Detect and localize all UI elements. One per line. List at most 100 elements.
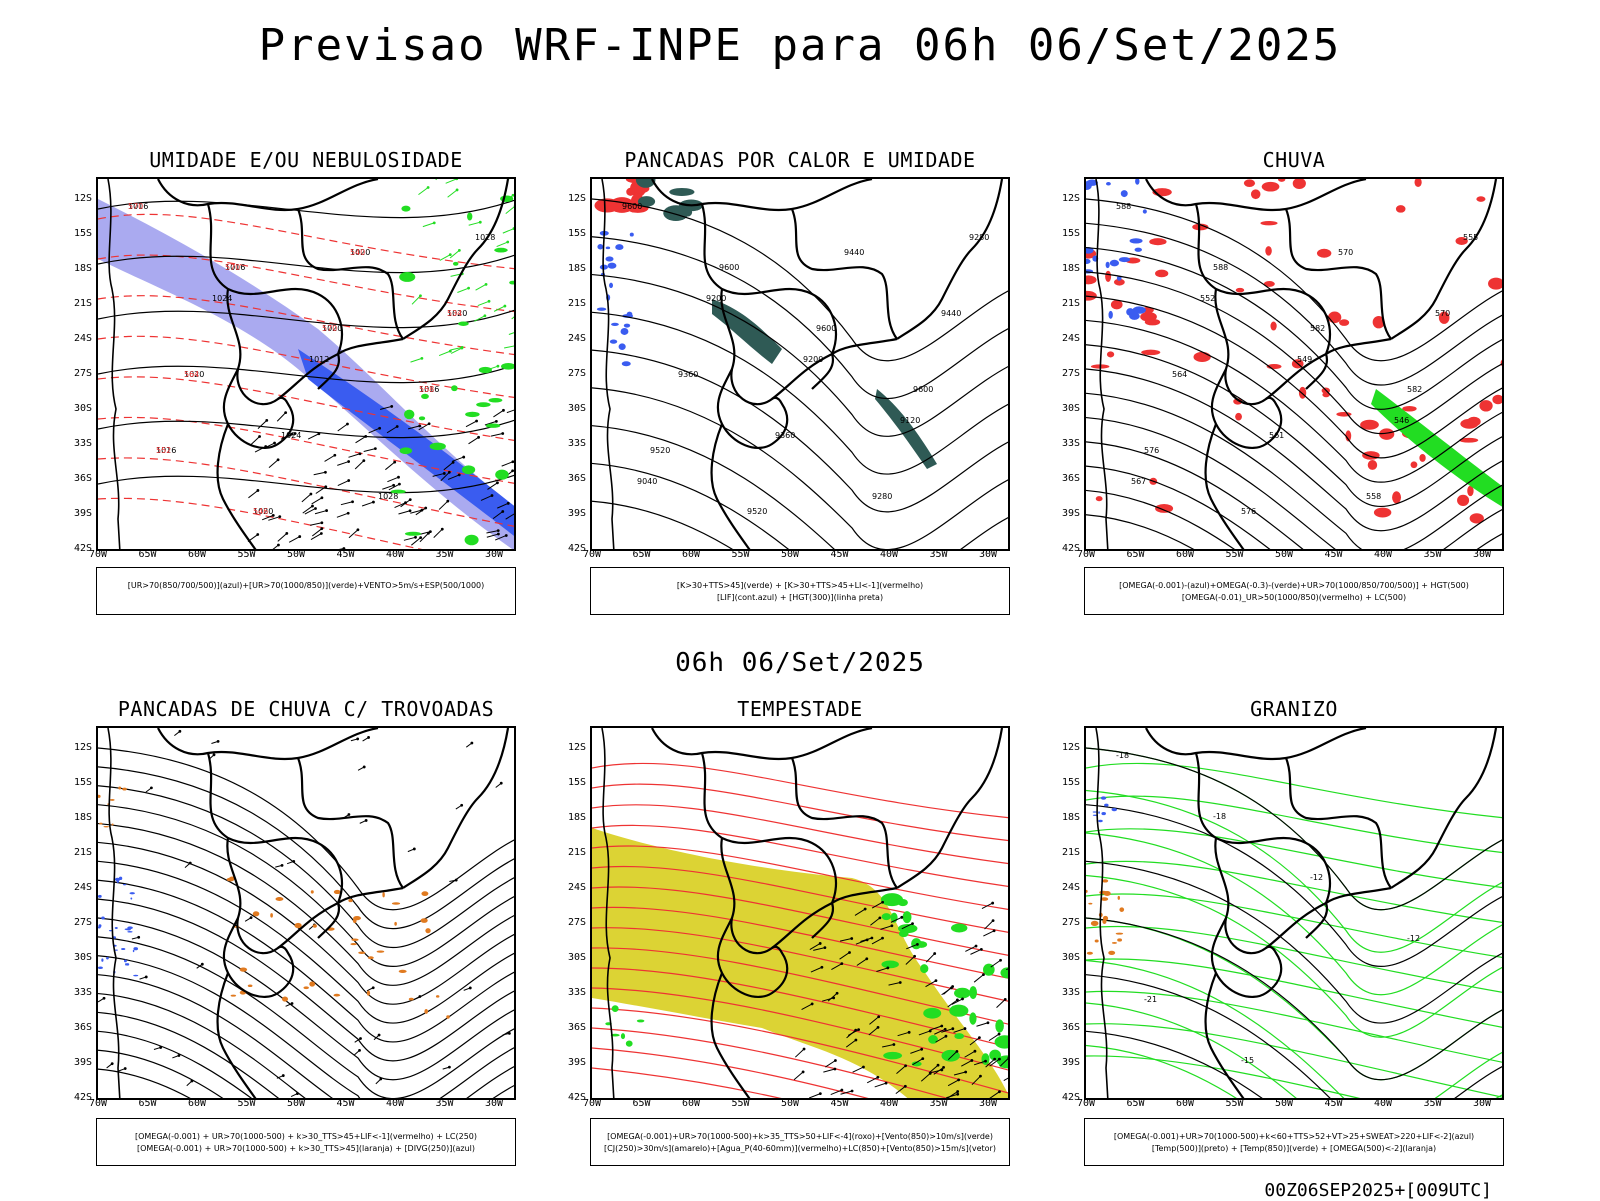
wind-vector xyxy=(401,500,411,507)
wind-vector-head xyxy=(455,179,458,180)
shaded-area xyxy=(1260,221,1277,225)
contour-line xyxy=(1086,248,1504,410)
wind-vector-head xyxy=(998,1033,1001,1036)
shaded-area xyxy=(122,788,127,791)
shaded-area xyxy=(282,996,288,1001)
wind-vector xyxy=(423,223,434,227)
wind-vector xyxy=(269,460,278,468)
lat-tick-label: 33S xyxy=(68,987,92,998)
wind-vector xyxy=(478,301,489,305)
legend-line: [CJ(250)>30m/s](amarelo)+[Agua_P(40-60mm… xyxy=(591,1143,1009,1155)
shaded-area xyxy=(353,919,357,924)
wind-vector xyxy=(362,502,373,506)
wind-vector-head xyxy=(324,471,327,474)
lat-tick-label: 33S xyxy=(562,987,586,998)
wind-vector xyxy=(310,523,322,526)
shaded-area xyxy=(663,205,688,221)
shaded-area xyxy=(351,938,358,940)
wind-vector-head xyxy=(159,1046,162,1049)
shaded-area xyxy=(489,398,503,403)
lon-tick-label: 65W xyxy=(1121,1098,1151,1109)
wind-vector-head xyxy=(508,1032,511,1035)
wind-vector-head xyxy=(850,937,853,940)
wind-vector-head xyxy=(189,862,192,865)
shaded-area xyxy=(479,367,492,373)
shaded-area xyxy=(597,244,603,249)
wind-vector xyxy=(875,1083,886,1087)
shaded-area xyxy=(615,244,623,250)
contour-label: 9600 xyxy=(816,324,836,333)
shaded-area xyxy=(609,283,613,288)
wind-vector-head xyxy=(356,738,359,741)
shaded-area xyxy=(421,394,429,399)
country-border xyxy=(158,179,378,210)
contour-label: 570 xyxy=(322,324,337,333)
wind-vector-head xyxy=(273,442,276,445)
wind-vector-head xyxy=(364,435,367,438)
lat-tick-label: 30S xyxy=(1056,952,1080,963)
shaded-area xyxy=(923,1008,941,1019)
lon-tick-label: 65W xyxy=(627,549,657,560)
shaded-area xyxy=(275,897,283,901)
wind-vector xyxy=(503,229,514,234)
shaded-area xyxy=(630,233,634,237)
wind-vector-head xyxy=(256,533,259,536)
shaded-area xyxy=(1098,811,1100,814)
country-border xyxy=(712,424,752,551)
wind-vector-head xyxy=(854,1029,857,1032)
wind-vector-head xyxy=(419,536,422,539)
lon-tick-label: 65W xyxy=(1121,549,1151,560)
wind-vector-head xyxy=(501,432,504,435)
wind-vector xyxy=(341,502,353,505)
wind-vector-head xyxy=(414,536,417,539)
wind-vector-head xyxy=(357,528,360,531)
shaded-area xyxy=(1501,359,1504,367)
lat-tick-label: 33S xyxy=(1056,438,1080,449)
wind-vector-head xyxy=(980,948,983,951)
shaded-area xyxy=(1143,209,1147,213)
wind-vector-head xyxy=(964,1071,967,1074)
lon-tick-label: 35W xyxy=(924,1098,954,1109)
wind-vector xyxy=(509,330,516,334)
legend-pancadas-calor: [K>30+TTS>45](verde) + [K>30+TTS>45+LI<-… xyxy=(590,567,1010,615)
shaded-area xyxy=(1086,890,1088,893)
contour-label: 9520 xyxy=(650,446,670,455)
panel-title-tempestade: TEMPESTADE xyxy=(590,697,1010,721)
wind-vector-head xyxy=(998,1058,1001,1061)
lat-tick-label: 39S xyxy=(562,508,586,519)
lon-tick-label: 50W xyxy=(775,549,805,560)
lon-tick-label: 40W xyxy=(1368,1098,1398,1109)
lon-tick-label: 45W xyxy=(825,549,855,560)
contour-line xyxy=(1086,796,1504,853)
lat-tick-label: 30S xyxy=(68,403,92,414)
wind-vector xyxy=(356,436,366,442)
map-plot: 1016101610201016101610201020102010201024… xyxy=(98,179,516,551)
wind-vector-head xyxy=(904,1064,907,1067)
shaded-area xyxy=(110,799,115,801)
wind-vector-head xyxy=(865,957,868,960)
lat-tick-label: 36S xyxy=(68,1022,92,1033)
lat-tick-label: 12S xyxy=(562,193,586,204)
contour-label: 570 xyxy=(225,263,240,272)
wind-vector xyxy=(795,1049,804,1057)
wind-vector-head xyxy=(506,241,509,244)
wind-vector-head xyxy=(250,916,253,919)
shaded-area xyxy=(409,998,414,1001)
wind-vector xyxy=(325,455,335,461)
wind-vector-head xyxy=(876,1076,879,1079)
shaded-area xyxy=(358,952,365,954)
shaded-area xyxy=(1130,238,1143,243)
lat-tick-label: 33S xyxy=(68,438,92,449)
wind-vector-head xyxy=(448,471,451,474)
wind-vector xyxy=(997,999,1006,1007)
wind-vector-head xyxy=(358,1049,361,1052)
contour-line xyxy=(1086,418,1504,551)
legend-line: [OMEGA(-0.001)-(azul)+OMEGA(-0.3)-(verde… xyxy=(1085,580,1503,592)
wind-vector-head xyxy=(987,1021,990,1024)
shaded-area xyxy=(881,960,898,968)
wind-vector-head xyxy=(937,1064,940,1067)
wind-vector-head xyxy=(420,509,423,512)
wind-vector-head xyxy=(418,425,421,428)
shaded-area xyxy=(1105,271,1111,282)
lon-tick-label: 50W xyxy=(775,1098,805,1109)
